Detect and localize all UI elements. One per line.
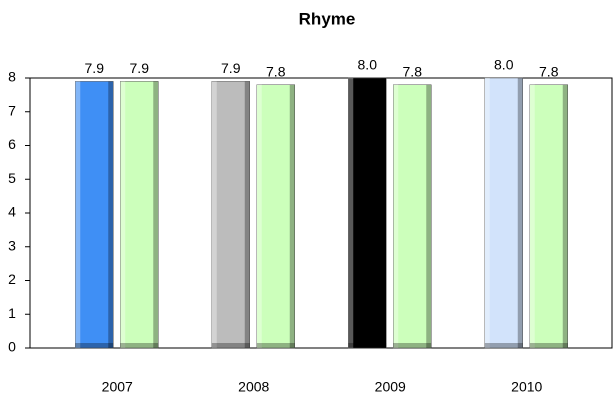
bar — [529, 84, 568, 349]
value-label: 7.9 — [221, 60, 241, 76]
bar-base — [75, 343, 114, 348]
bar-highlight — [256, 84, 262, 348]
value-label: 8.0 — [358, 57, 378, 73]
y-tick-label: 6 — [8, 136, 16, 152]
bar-base — [256, 343, 295, 348]
y-tick-label: 1 — [8, 305, 16, 321]
bar-shade — [381, 78, 387, 348]
y-tick-label: 8 — [8, 69, 16, 85]
value-label: 7.8 — [403, 63, 423, 79]
bar-highlight — [484, 78, 490, 348]
y-tick-label: 0 — [8, 339, 16, 355]
bar-base — [120, 343, 159, 348]
bar — [348, 77, 387, 349]
chart-title: Rhyme — [299, 9, 356, 28]
bar — [393, 84, 432, 349]
bar-shade — [562, 84, 568, 348]
value-label: 7.8 — [266, 63, 286, 79]
bar-base — [484, 343, 523, 348]
bar-shade — [426, 84, 432, 348]
value-label: 7.8 — [539, 63, 559, 79]
x-tick-label: 2008 — [238, 379, 269, 395]
y-tick-label: 7 — [8, 102, 16, 118]
x-tick-label: 2007 — [102, 379, 133, 395]
bar-shade — [517, 78, 523, 348]
value-label: 7.9 — [85, 60, 105, 76]
bar-highlight — [120, 81, 126, 348]
bar-shade — [244, 81, 250, 348]
bar — [211, 81, 250, 349]
bar — [484, 77, 523, 349]
value-label: 7.9 — [130, 60, 150, 76]
bar-shade — [108, 81, 114, 348]
x-tick-label: 2010 — [511, 379, 542, 395]
x-tick-label: 2009 — [375, 379, 406, 395]
bar — [120, 81, 159, 349]
y-tick-label: 3 — [8, 237, 16, 253]
bar-base — [529, 343, 568, 348]
bar-highlight — [348, 78, 354, 348]
bar — [75, 81, 114, 349]
bar-base — [211, 343, 250, 348]
y-tick-label: 5 — [8, 170, 16, 186]
bar-highlight — [393, 84, 399, 348]
bar-highlight — [75, 81, 81, 348]
bar-highlight — [211, 81, 217, 348]
bar-shade — [153, 81, 159, 348]
bar-base — [393, 343, 432, 348]
bar-base — [348, 343, 387, 348]
bar-highlight — [529, 84, 535, 348]
plot-frame — [29, 77, 613, 349]
value-label: 8.0 — [494, 57, 514, 73]
y-tick-label: 4 — [8, 204, 16, 220]
bar — [256, 84, 295, 349]
y-tick-label: 2 — [8, 271, 16, 287]
bar-shade — [289, 84, 295, 348]
